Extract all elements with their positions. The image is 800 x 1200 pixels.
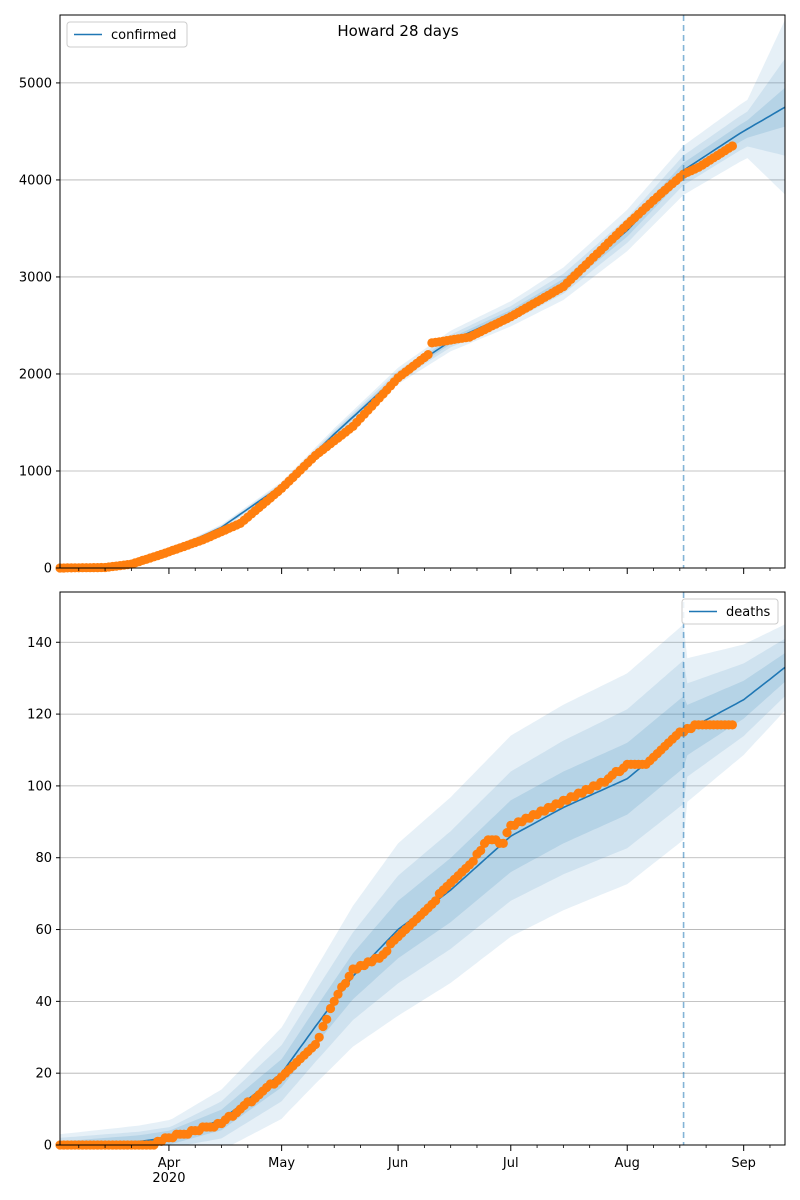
observed-point (423, 350, 433, 360)
y-tick-label: 140 (27, 636, 52, 651)
x-tick-label: Jul (502, 1156, 519, 1171)
observed-point (318, 1021, 328, 1032)
y-tick-label: 120 (27, 708, 52, 723)
observed-point (431, 896, 441, 906)
y-tick-label: 0 (44, 1139, 52, 1154)
x-tick-label: Apr (158, 1156, 181, 1171)
y-tick-label: 5000 (19, 76, 52, 91)
uncertainty-band (60, 624, 785, 1145)
observed-point (502, 828, 512, 838)
observed-point (468, 856, 478, 866)
x-tick-label: May (268, 1156, 295, 1171)
y-tick-label: 2000 (19, 367, 52, 382)
y-tick-label: 40 (35, 995, 52, 1010)
observed-point (340, 978, 351, 989)
observed-point (382, 946, 392, 956)
y-tick-label: 80 (35, 851, 52, 866)
y-tick-label: 1000 (19, 464, 52, 479)
uncertainty-band (60, 653, 785, 1145)
y-tick-label: 3000 (19, 270, 52, 285)
confirmed-panel: 0 1000 2000 3000 4000 5000 confirmed (19, 14, 786, 577)
y-tick-label: 4000 (19, 173, 52, 188)
y-tick-label: 100 (27, 779, 52, 794)
y-tick-label: 60 (35, 923, 52, 938)
x-year-label: 2020 (152, 1171, 185, 1186)
observed-point (314, 1032, 324, 1042)
observed-point (344, 971, 354, 981)
observed-point (476, 845, 486, 856)
observed-point (333, 989, 343, 999)
x-tick-label: Aug (615, 1156, 640, 1171)
axes-frame (59, 14, 786, 569)
observed-point (322, 1014, 332, 1024)
observed-point (727, 720, 738, 730)
observed-point (310, 1039, 320, 1050)
observed-point (727, 141, 738, 151)
y-tick-label: 20 (35, 1067, 52, 1082)
figure-title: Howard 28 days (337, 22, 459, 40)
x-tick-label: Sep (731, 1156, 756, 1171)
observed-point (325, 1003, 336, 1014)
legend-label: confirmed (111, 28, 177, 43)
legend-box (66, 21, 188, 48)
y-tick-label: 0 (44, 562, 52, 577)
deaths-panel: 0 20 40 60 80 100 120 140 Apr May Jun Jul Aug Sep 2020… (27, 591, 786, 1186)
observed-point (329, 996, 339, 1007)
legend-box (681, 598, 779, 625)
axes-frame (59, 591, 786, 1146)
legend-label: deaths (726, 605, 771, 620)
x-tick-label: Jun (387, 1156, 408, 1171)
uncertainty-band (60, 638, 785, 1145)
observed-point (498, 838, 508, 849)
